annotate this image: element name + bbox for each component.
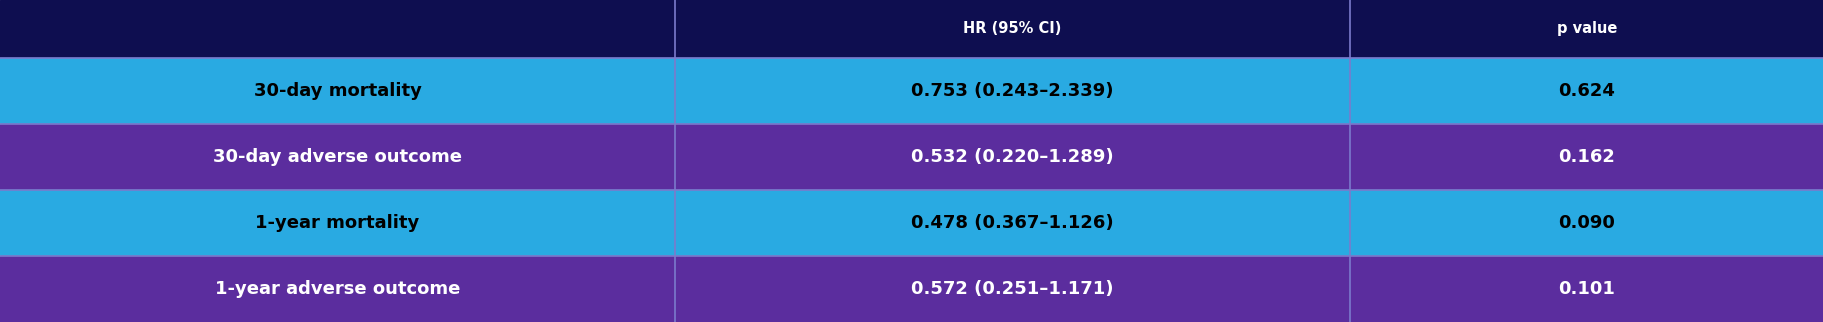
Text: 1-year mortality: 1-year mortality xyxy=(255,214,419,232)
Bar xyxy=(675,124,1349,190)
Bar xyxy=(675,0,1349,58)
Bar xyxy=(675,58,1349,124)
Bar xyxy=(0,256,675,322)
Bar xyxy=(0,190,675,256)
Bar xyxy=(1349,256,1823,322)
Text: 0.101: 0.101 xyxy=(1557,280,1615,298)
Text: p value: p value xyxy=(1555,22,1617,36)
Text: 0.090: 0.090 xyxy=(1557,214,1615,232)
Text: 0.532 (0.220–1.289): 0.532 (0.220–1.289) xyxy=(910,148,1114,166)
Bar xyxy=(0,0,675,58)
Text: 0.624: 0.624 xyxy=(1557,82,1615,100)
Bar xyxy=(0,58,675,124)
Text: 30-day mortality: 30-day mortality xyxy=(253,82,421,100)
Bar xyxy=(1349,0,1823,58)
Text: 0.572 (0.251–1.171): 0.572 (0.251–1.171) xyxy=(910,280,1114,298)
Text: 0.162: 0.162 xyxy=(1557,148,1615,166)
Text: 0.753 (0.243–2.339): 0.753 (0.243–2.339) xyxy=(910,82,1114,100)
Bar xyxy=(1349,190,1823,256)
Bar xyxy=(1349,124,1823,190)
Bar xyxy=(675,190,1349,256)
Bar xyxy=(1349,58,1823,124)
Text: 30-day adverse outcome: 30-day adverse outcome xyxy=(213,148,461,166)
Text: 0.478 (0.367–1.126): 0.478 (0.367–1.126) xyxy=(910,214,1114,232)
Text: 1-year adverse outcome: 1-year adverse outcome xyxy=(215,280,459,298)
Bar xyxy=(0,124,675,190)
Bar xyxy=(675,256,1349,322)
Text: HR (95% CI): HR (95% CI) xyxy=(963,22,1061,36)
